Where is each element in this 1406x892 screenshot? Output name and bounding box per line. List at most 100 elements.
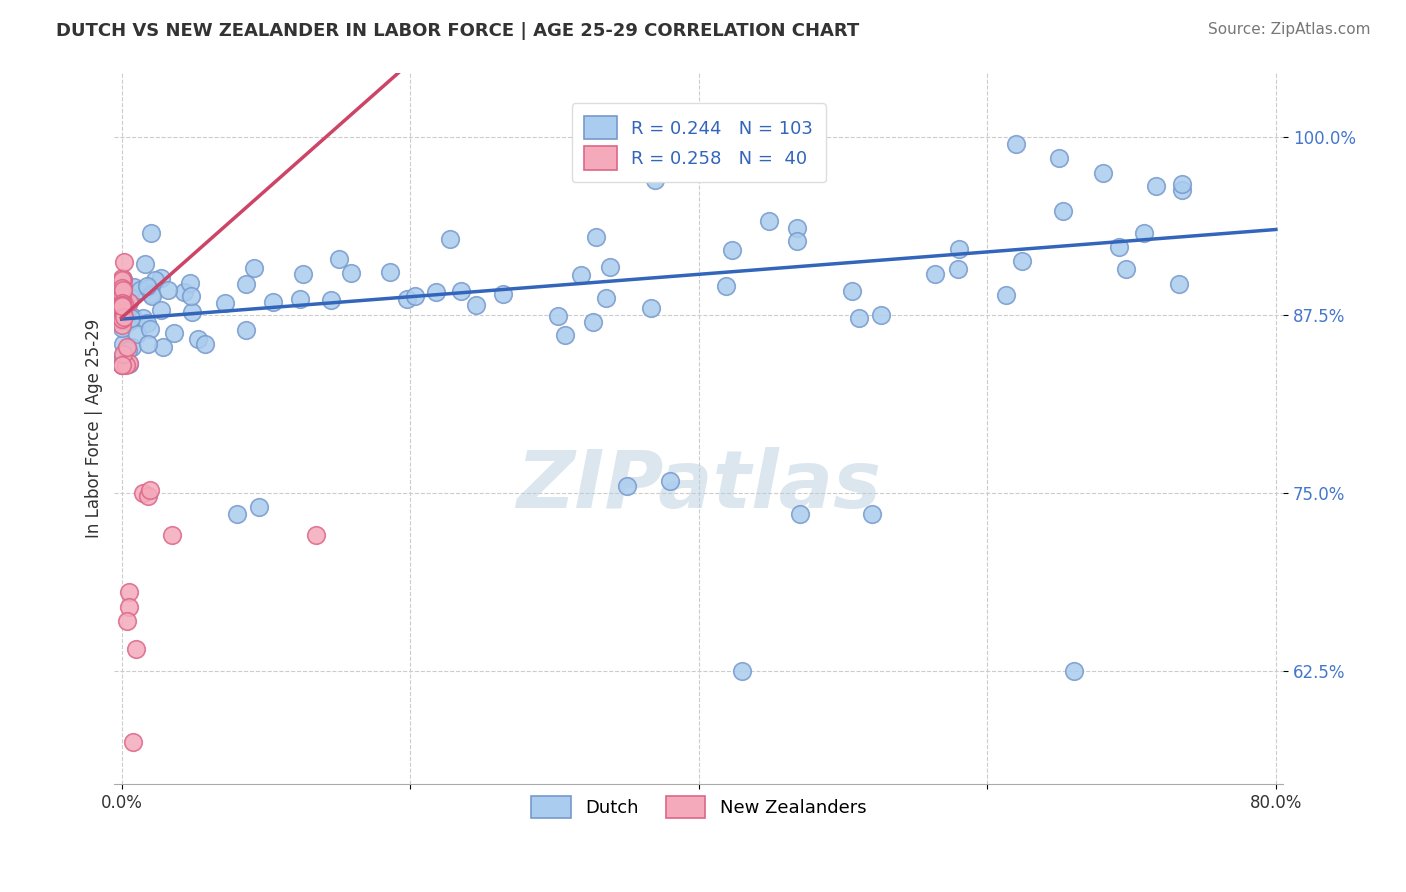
Point bbox=[121, 340, 143, 354]
Point bbox=[111, 299, 134, 313]
Point bbox=[112, 310, 135, 324]
Point bbox=[141, 289, 163, 303]
Point bbox=[111, 310, 134, 325]
Point bbox=[1144, 179, 1167, 194]
Point bbox=[640, 301, 662, 316]
Point bbox=[404, 289, 426, 303]
Point bbox=[758, 213, 780, 227]
Point bbox=[120, 311, 142, 326]
Point bbox=[595, 291, 617, 305]
Point bbox=[111, 307, 134, 321]
Point bbox=[181, 305, 204, 319]
Point bbox=[994, 288, 1017, 302]
Point bbox=[112, 255, 135, 269]
Point bbox=[114, 343, 136, 358]
Point bbox=[111, 295, 134, 310]
Point bbox=[226, 507, 249, 521]
Text: Source: ZipAtlas.com: Source: ZipAtlas.com bbox=[1208, 22, 1371, 37]
Point bbox=[111, 347, 134, 361]
Point bbox=[464, 298, 486, 312]
Point bbox=[305, 528, 328, 542]
Point bbox=[114, 296, 136, 310]
Point bbox=[319, 293, 342, 307]
Point bbox=[139, 322, 162, 336]
Point bbox=[247, 500, 270, 514]
Point bbox=[114, 309, 136, 323]
Point bbox=[129, 283, 152, 297]
Point bbox=[115, 300, 138, 314]
Point bbox=[114, 308, 136, 322]
Point bbox=[122, 735, 145, 749]
Legend: Dutch, New Zealanders: Dutch, New Zealanders bbox=[524, 789, 873, 825]
Point bbox=[118, 314, 141, 328]
Point bbox=[235, 323, 257, 337]
Point bbox=[143, 273, 166, 287]
Point bbox=[111, 313, 134, 327]
Point bbox=[150, 271, 173, 285]
Point bbox=[118, 295, 141, 310]
Point bbox=[111, 349, 134, 363]
Point bbox=[789, 507, 811, 521]
Point bbox=[658, 475, 681, 489]
Point bbox=[599, 260, 621, 275]
Point bbox=[138, 337, 160, 351]
Point bbox=[450, 285, 472, 299]
Point bbox=[288, 293, 311, 307]
Point bbox=[111, 271, 134, 285]
Point bbox=[121, 310, 143, 324]
Point bbox=[569, 268, 592, 283]
Point bbox=[786, 221, 808, 235]
Point bbox=[114, 358, 136, 372]
Point bbox=[1108, 240, 1130, 254]
Point bbox=[111, 318, 134, 332]
Point bbox=[848, 311, 870, 326]
Point bbox=[136, 281, 159, 295]
Point bbox=[111, 287, 134, 301]
Point bbox=[396, 292, 419, 306]
Point bbox=[1115, 262, 1137, 277]
Point bbox=[112, 356, 135, 370]
Point bbox=[111, 351, 134, 366]
Point bbox=[117, 340, 139, 354]
Point bbox=[616, 478, 638, 492]
Point bbox=[152, 339, 174, 353]
Point bbox=[132, 485, 155, 500]
Point bbox=[328, 252, 350, 267]
Point bbox=[1063, 664, 1085, 678]
Point bbox=[132, 310, 155, 325]
Point bbox=[291, 267, 314, 281]
Point bbox=[924, 268, 946, 282]
Point bbox=[160, 528, 183, 542]
Point bbox=[1171, 177, 1194, 191]
Point bbox=[492, 286, 515, 301]
Y-axis label: In Labor Force | Age 25-29: In Labor Force | Age 25-29 bbox=[86, 319, 103, 539]
Point bbox=[117, 343, 139, 358]
Point bbox=[547, 310, 569, 324]
Point bbox=[136, 489, 159, 503]
Point bbox=[125, 326, 148, 341]
Point bbox=[380, 265, 402, 279]
Point bbox=[163, 326, 186, 340]
Point bbox=[720, 243, 742, 257]
Point bbox=[112, 297, 135, 311]
Point bbox=[425, 285, 447, 299]
Point bbox=[187, 332, 209, 346]
Point bbox=[111, 311, 134, 326]
Point bbox=[139, 483, 162, 497]
Point bbox=[870, 308, 893, 322]
Point bbox=[111, 358, 134, 372]
Point bbox=[139, 226, 162, 240]
Point bbox=[194, 337, 217, 351]
Point bbox=[134, 257, 156, 271]
Point bbox=[122, 280, 145, 294]
Text: ZIPatlas: ZIPatlas bbox=[516, 447, 882, 524]
Point bbox=[111, 272, 134, 286]
Point bbox=[262, 295, 284, 310]
Point bbox=[439, 231, 461, 245]
Point bbox=[173, 285, 195, 299]
Point bbox=[1011, 254, 1033, 268]
Point bbox=[1049, 152, 1071, 166]
Point bbox=[111, 358, 134, 372]
Point bbox=[111, 283, 134, 297]
Point bbox=[150, 303, 173, 318]
